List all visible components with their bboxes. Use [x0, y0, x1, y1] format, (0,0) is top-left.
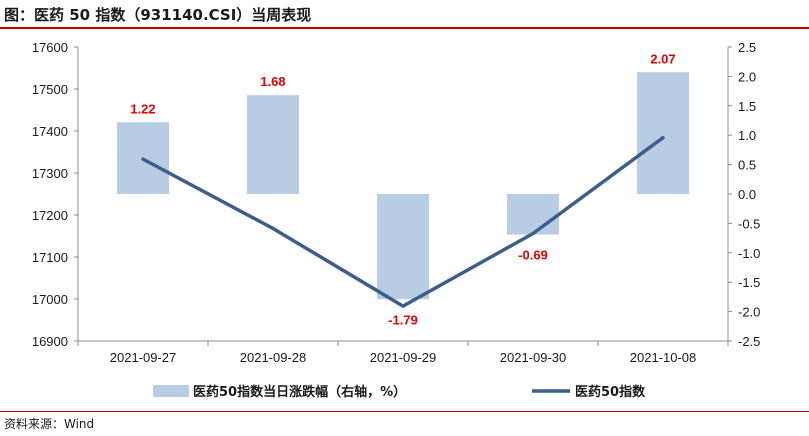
right-axis-tick-label: 1.0 [738, 128, 756, 143]
legend: 医药50指数当日涨跌幅（右轴，%） 医药50指数 [153, 384, 646, 400]
legend-bar-label: 医药50指数当日涨跌幅（右轴，%） [193, 384, 406, 400]
bar [507, 194, 559, 235]
line-series [141, 135, 665, 308]
right-axis-tick-label: 1.5 [738, 99, 756, 114]
axes: 17600 17500 17400 17300 17200 17100 17000 16900… [32, 40, 761, 365]
right-axis-tick-label: -1.5 [738, 275, 760, 290]
bar-series [117, 72, 689, 300]
right-axis-tick-label: 2.0 [738, 69, 756, 84]
left-axis-tick-label: 17100 [32, 250, 68, 265]
bar-data-label: -0.69 [518, 248, 548, 263]
chart: 17600 17500 17400 17300 17200 17100 17000 16900… [32, 40, 761, 400]
right-axis-tick-label: 0.0 [738, 187, 756, 202]
x-axis-tick-label: 2021-10-08 [630, 350, 697, 365]
bar [247, 95, 299, 194]
right-axis-tick-label: -1.0 [738, 246, 760, 261]
right-axis-tick-label: -2.0 [738, 305, 760, 320]
x-axis-tick-label: 2021-09-30 [500, 350, 567, 365]
right-axis-tick-label: -2.5 [738, 334, 760, 349]
index-line [141, 135, 665, 308]
source-note: 资料来源：Wind [4, 417, 95, 431]
left-axis-tick-label: 17200 [32, 208, 68, 223]
right-axis-tick-label: 2.5 [738, 40, 756, 55]
right-axis-tick-label: 0.5 [738, 158, 756, 173]
left-axis-tick-label: 16900 [32, 334, 68, 349]
left-axis-tick-label: 17000 [32, 292, 68, 307]
chart-title: 图：医药 50 指数（931140.CSI）当周表现 [4, 6, 312, 24]
bar [377, 194, 429, 300]
bar [637, 72, 689, 194]
x-axis-tick-label: 2021-09-29 [370, 350, 437, 365]
left-axis-tick-label: 17600 [32, 40, 68, 55]
data-labels: 1.22 1.68 -1.79 -0.69 2.07 [130, 51, 675, 327]
legend-line-label: 医药50指数 [575, 384, 646, 400]
bar-data-label: 1.22 [130, 101, 155, 116]
title-divider [0, 27, 809, 29]
x-axis-tick-label: 2021-09-27 [110, 350, 177, 365]
x-axis-tick-label: 2021-09-28 [240, 350, 307, 365]
left-axis-tick-label: 17400 [32, 124, 68, 139]
bar-data-label: 1.68 [260, 74, 285, 89]
footer-divider [0, 411, 809, 412]
left-axis-tick-label: 17500 [32, 82, 68, 97]
left-axis-tick-label: 17300 [32, 166, 68, 181]
bar-data-label: -1.79 [388, 312, 418, 327]
title-bar: 图：医药 50 指数（931140.CSI）当周表现 [0, 0, 809, 29]
right-axis-tick-label: -0.5 [738, 216, 760, 231]
bar-data-label: 2.07 [650, 51, 675, 66]
legend-bar-swatch [153, 385, 189, 397]
